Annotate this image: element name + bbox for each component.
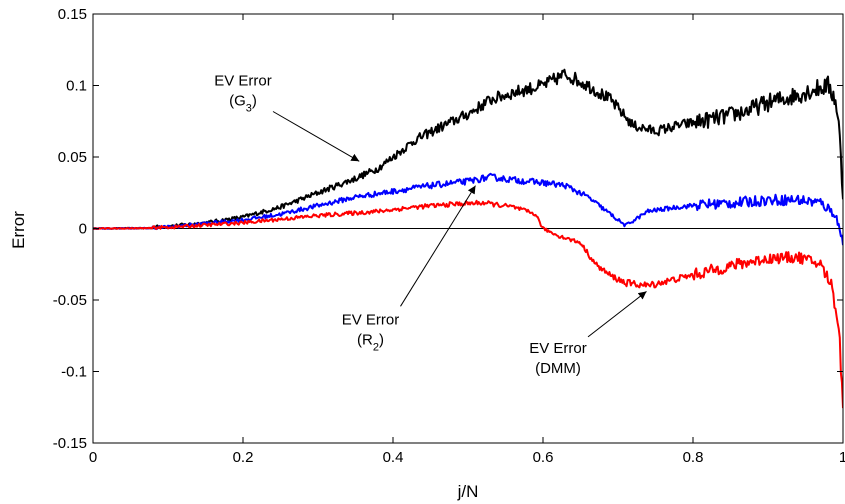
annotation-line-2: (DMM) (535, 360, 581, 377)
x-tick-label: 1 (839, 449, 845, 466)
axes: 0 0.2 0.4 0.6 0.8 1 -0.15 -0.1 -0.05 0 0.05 0.1 0.15 (53, 6, 845, 466)
x-tick-label: 0 (89, 449, 97, 466)
y-tick-label: 0.15 (58, 6, 87, 23)
y-tick-label: 0 (79, 221, 87, 238)
annotation-arrow (272, 111, 360, 162)
x-tick-label: 0.6 (533, 449, 554, 466)
y-tick-label: -0.1 (61, 364, 87, 381)
y-tick-label: 0.05 (58, 149, 87, 166)
series-line-1 (93, 68, 843, 230)
annotation-line-2: (G3) (229, 93, 257, 115)
annotation-arrow (587, 291, 647, 338)
annotation-line-1: EV Error (529, 340, 587, 357)
annotation-line-1: EV Error (342, 311, 400, 328)
annotation-line-1: EV Error (214, 73, 272, 90)
annotation-1: EV Error (G3) (214, 73, 360, 162)
annotation-2: EV Error (R2) (342, 185, 476, 353)
x-tick-label: 0.2 (233, 449, 254, 466)
x-axis-label: j/N (457, 482, 479, 501)
y-tick-label: -0.05 (53, 292, 87, 309)
annotation-arrow (400, 185, 476, 307)
y-tick-label: 0.1 (66, 78, 87, 95)
series-line-2 (93, 172, 843, 246)
plot-area (93, 68, 843, 409)
annotation-3: EV Error (DMM) (529, 291, 647, 377)
x-tick-label: 0.8 (683, 449, 704, 466)
y-axis-label: Error (9, 211, 28, 249)
x-tick-label: 0.4 (383, 449, 404, 466)
series-line-3 (93, 199, 843, 409)
annotations: EV Error (G3) EV Error (R2) EV Error (DMM) (214, 73, 647, 377)
annotation-line-2: (R2) (357, 331, 384, 353)
y-tick-label: -0.15 (53, 435, 87, 452)
